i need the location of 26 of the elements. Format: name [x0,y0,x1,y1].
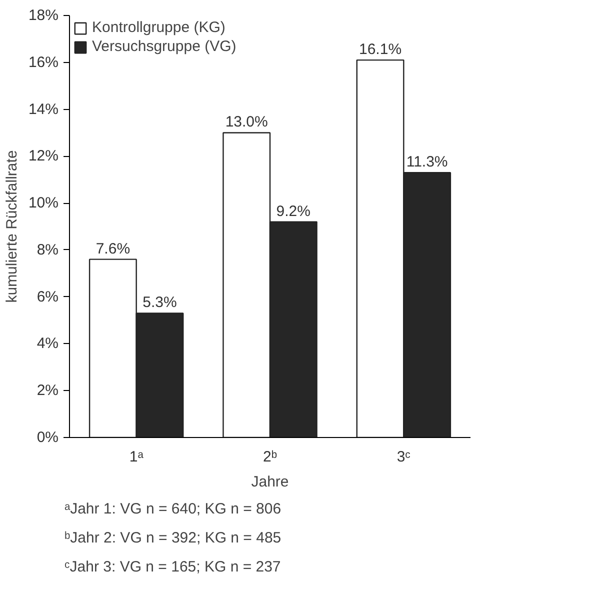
text: ᵇJahr 2: VG n = 392; KG n = 485 [64,530,282,546]
y-tick-label: 4% [36,335,59,352]
x-tick-label: 3ᶜ [396,448,410,466]
y-tick-label: 6% [36,288,59,306]
y-tick-label: 10% [28,194,59,212]
x-tick-label: 2ᵇ [263,448,278,466]
x-tick-label: 1ᵃ [129,448,144,466]
data-label: 11.3% [406,154,448,171]
y-tick-label: 18% [28,7,59,24]
data-label: 5.3% [142,294,177,312]
text: ᵃJahr 1: VG n = 640; KG n = 806 [64,500,282,518]
y-tick-label: 8% [36,241,59,258]
y-axis-title: kumulierte Rückfallrate [3,150,20,303]
y-tick-label: 16% [28,54,59,71]
y-tick-label: 2% [36,382,59,400]
y-tick-label: 14% [28,100,59,118]
x-axis-title: Jahre [251,474,289,490]
y-tick-label: 0% [36,429,59,446]
data-label: 7.6% [96,240,130,258]
data-label: 9.2% [276,202,310,220]
data-label: 16.1% [359,41,402,58]
legend-label: Kontrollgruppe (KG) [92,19,226,36]
text: ᶜJahr 3: VG n = 165; KG n = 237 [64,558,281,576]
legend-label: Versuchsgruppe (VG) [92,38,236,55]
y-tick-label: 12% [28,148,59,165]
data-label: 13.0% [225,114,268,131]
